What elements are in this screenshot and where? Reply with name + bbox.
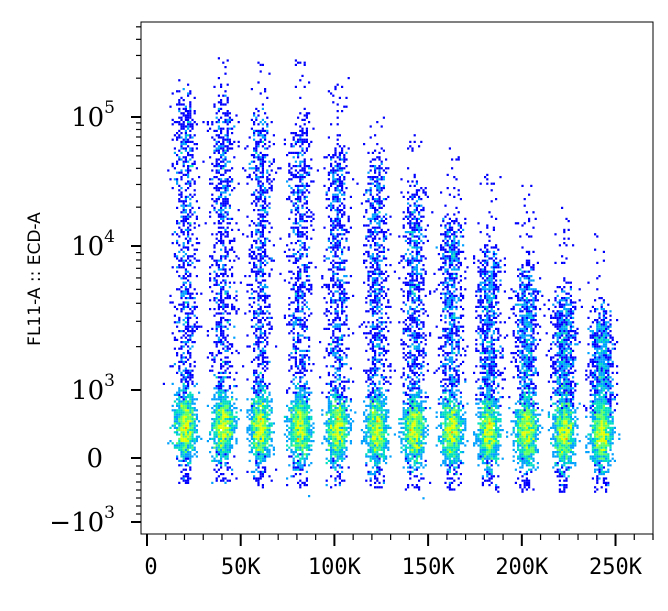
x-tick-label: 0 [144,555,157,580]
x-tick-label: 200K [495,555,549,580]
y-tick-label: 105 [71,98,115,133]
population-8 [433,147,469,491]
population-3 [242,61,282,489]
y-tick-label: 0 [86,444,103,474]
y-tick-label: 104 [71,227,115,262]
population-7 [393,134,434,500]
y-axis-tick-labels: −103 0 103 104 105 [49,98,115,538]
population-9 [473,173,511,493]
x-tick-label: 250K [589,555,643,580]
population-1 [162,79,207,484]
x-tick-label: 100K [308,555,362,580]
population-2 [206,57,245,484]
population-6 [356,116,396,489]
y-axis-ticks [131,26,141,523]
x-axis-tick-labels: 0 50K 100K 150K 200K 250K [144,555,642,580]
y-tick-label: 103 [71,371,115,406]
y-axis-label: FL11-A :: ECD-A [25,212,45,346]
y-tick-label: −103 [49,503,115,538]
population-5 [319,77,357,489]
population-10 [508,184,548,493]
density-points [162,57,621,500]
x-tick-label: 50K [221,555,261,580]
population-12 [583,233,621,493]
population-4 [279,59,319,498]
x-tick-label: 150K [402,555,456,580]
x-axis-ticks [146,534,654,546]
